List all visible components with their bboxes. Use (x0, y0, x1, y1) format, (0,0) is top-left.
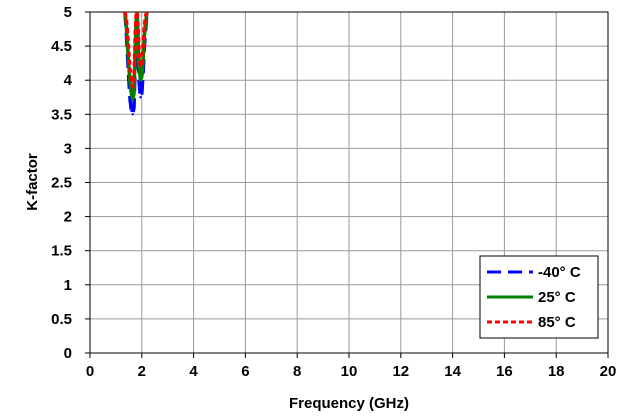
series-point-3 (145, 12, 149, 14)
series-point-1 (139, 96, 142, 99)
series-point-2 (131, 98, 134, 101)
series-point-2 (127, 65, 131, 68)
x-tick-label: 6 (241, 363, 249, 380)
series-point-3 (126, 31, 129, 34)
x-axis-title: Frequency (GHz) (289, 395, 409, 412)
x-tick-label: 0 (86, 363, 94, 380)
series-point-3 (139, 65, 142, 68)
series-point-1 (131, 113, 134, 116)
y-axis-ticks: 0 0.5 1 1.5 2 2.5 3 3.5 4 4.5 5 (51, 4, 90, 362)
series-point-3 (138, 55, 141, 58)
series-point-3 (136, 27, 140, 31)
y-tick-label: 1 (64, 277, 72, 294)
series-point-3 (143, 24, 146, 27)
y-tick-label: 4.5 (51, 38, 72, 55)
series-point-3 (132, 79, 136, 82)
y-tick-label: 3.5 (51, 106, 72, 123)
x-tick-label: 16 (496, 363, 513, 380)
series-point-1 (130, 109, 133, 113)
series-point-3 (127, 51, 131, 55)
x-tick-label: 2 (138, 363, 146, 380)
series-line-3 (123, 12, 149, 89)
legend-label-3: 85° C (538, 314, 576, 331)
x-tick-label: 14 (444, 363, 461, 380)
legend-label-2: 25° C (538, 289, 576, 306)
series-point-2 (130, 92, 133, 96)
y-tick-label: 2 (64, 209, 72, 226)
y-tick-label: 5 (64, 4, 72, 21)
series-point-2 (138, 68, 141, 72)
series-point-3 (135, 12, 139, 14)
series-point-3 (125, 17, 128, 21)
y-tick-label: 2.5 (51, 175, 72, 192)
y-tick-label: 0.5 (51, 311, 72, 328)
x-tick-label: 20 (600, 363, 617, 380)
series-layer (123, 12, 149, 117)
y-tick-label: 0 (64, 345, 72, 362)
series-point-3 (141, 44, 145, 48)
x-tick-label: 18 (548, 363, 565, 380)
y-axis-title: K-factor (24, 153, 41, 211)
series-point-1 (140, 92, 143, 96)
series-point-3 (128, 68, 132, 72)
x-axis-ticks: 0 2 4 6 8 10 12 14 16 18 20 (86, 353, 617, 380)
series-point-3 (144, 14, 147, 17)
x-tick-label: 10 (341, 363, 358, 380)
x-tick-label: 12 (392, 363, 409, 380)
series-point-1 (128, 99, 132, 102)
series-point-1 (132, 106, 136, 109)
series-point-3 (134, 14, 138, 17)
y-tick-label: 1.5 (51, 243, 72, 260)
x-tick-label: 8 (293, 363, 301, 380)
legend-label-1: -40° C (538, 264, 581, 281)
series-point-3 (134, 31, 137, 34)
legend: -40° C 25° C 85° C (479, 255, 599, 339)
series-point-3 (130, 79, 133, 82)
series-point-3 (140, 61, 143, 65)
series-point-2 (139, 79, 142, 82)
x-tick-label: 4 (189, 363, 198, 380)
y-tick-label: 3 (64, 140, 72, 157)
series-point-2 (125, 24, 128, 27)
series-point-2 (132, 92, 136, 96)
series-point-1 (138, 82, 141, 85)
series-point-2 (140, 75, 143, 78)
y-tick-label: 4 (64, 72, 73, 89)
series-point-3 (131, 85, 134, 89)
series-point-3 (133, 58, 136, 61)
series-point-3 (123, 12, 127, 14)
